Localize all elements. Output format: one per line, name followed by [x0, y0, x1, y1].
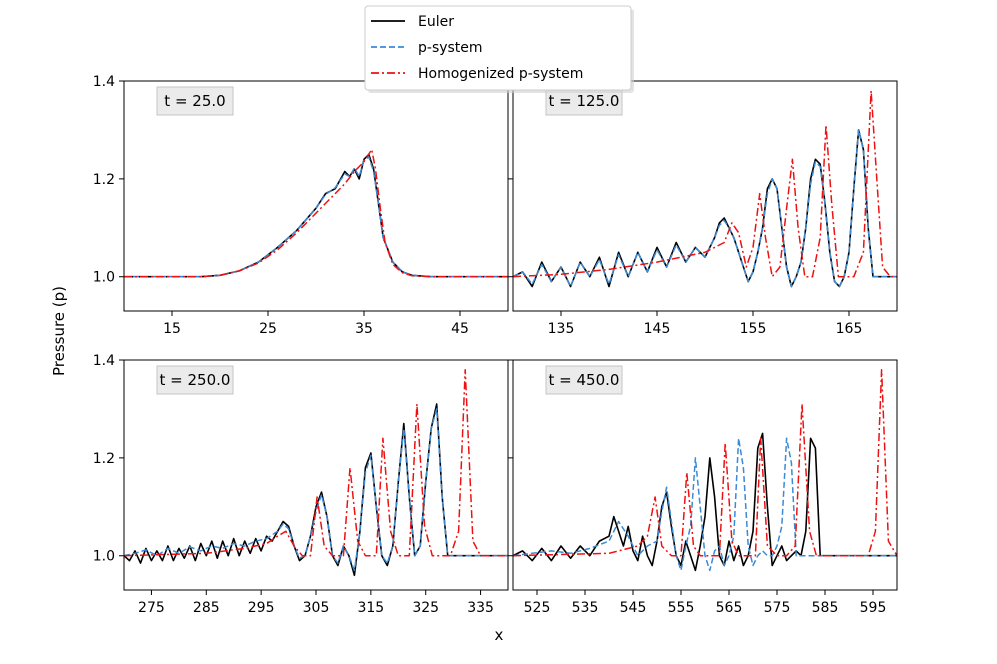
- time-label: t = 25.0: [164, 92, 225, 110]
- x-tick-label: 565: [716, 600, 743, 616]
- x-tick-label: 135: [548, 321, 575, 337]
- panel-bottom-left: 275 285 295 305 315 325 335 1.0 1.2 1.4 t = 250.0: [93, 353, 509, 616]
- x-tick-label: 295: [248, 600, 275, 616]
- plot-frame: [123, 80, 509, 312]
- legend-label-euler: Euler: [418, 14, 454, 30]
- time-label: t = 450.0: [549, 371, 620, 389]
- x-tick-label: 335: [467, 600, 494, 616]
- x-tick-label: 325: [412, 600, 439, 616]
- legend-label-p-system: p-system: [418, 40, 483, 56]
- x-tick-label: 595: [860, 600, 887, 616]
- time-label-box: [156, 365, 234, 395]
- series-line-p-system: [124, 408, 508, 572]
- y-tick-label: 1.0: [93, 270, 115, 286]
- x-tick-label: 285: [193, 600, 220, 616]
- panel-top-right: 135 145 155 165 t = 125.0: [508, 80, 898, 337]
- x-tick-label: 35: [355, 321, 373, 337]
- x-tick-label: 315: [357, 600, 384, 616]
- time-label-box: [156, 86, 234, 116]
- x-tick-label: 45: [451, 321, 469, 337]
- time-label-box: [545, 365, 623, 395]
- x-tick-label: 305: [303, 600, 330, 616]
- x-tick-label: 275: [138, 600, 165, 616]
- series-line-homogenized-p-system: [124, 369, 508, 557]
- y-tick-label: 1.0: [93, 549, 115, 565]
- x-tick-label: 165: [836, 321, 863, 337]
- x-tick-label: 535: [572, 600, 599, 616]
- x-tick-label: 545: [620, 600, 647, 616]
- x-tick-label: 585: [812, 600, 839, 616]
- series-line-euler: [513, 432, 897, 572]
- y-tick-label: 1.2: [93, 451, 115, 467]
- series-line-p-system: [124, 156, 508, 278]
- panel-top-left: 15 25 35 45 1.0 1.2 1.4 t = 25.0: [93, 74, 509, 337]
- y-tick-label: 1.2: [93, 172, 115, 188]
- legend-label-homogenized: Homogenized p-system: [418, 66, 583, 82]
- series-line-euler: [124, 403, 508, 577]
- x-tick-label: 525: [524, 600, 551, 616]
- x-axis-label: x: [495, 626, 504, 644]
- x-tick-label: 25: [259, 321, 277, 337]
- series-line-homogenized-p-system: [513, 369, 897, 557]
- x-tick-label: 15: [163, 321, 181, 337]
- y-tick-label: 1.4: [93, 353, 115, 369]
- x-tick-label: 145: [644, 321, 671, 337]
- plot-frame: [512, 359, 898, 591]
- x-tick-label: 575: [764, 600, 791, 616]
- series-line-homogenized-p-system: [124, 148, 508, 278]
- plot-frame: [512, 80, 898, 312]
- x-tick-label: 155: [740, 321, 767, 337]
- x-tick-label: 555: [668, 600, 695, 616]
- time-label: t = 250.0: [160, 371, 231, 389]
- y-axis-label: Pressure (p): [50, 286, 68, 376]
- series-line-homogenized-p-system: [513, 90, 897, 278]
- time-label: t = 125.0: [549, 92, 620, 110]
- legend: Euler p-system Homogenized p-system: [364, 5, 634, 93]
- y-tick-label: 1.4: [93, 74, 115, 90]
- series-line-p-system: [513, 129, 897, 288]
- panel-bottom-right: 525 535 545 555 565 575 585 595 t = 450.0: [508, 359, 898, 616]
